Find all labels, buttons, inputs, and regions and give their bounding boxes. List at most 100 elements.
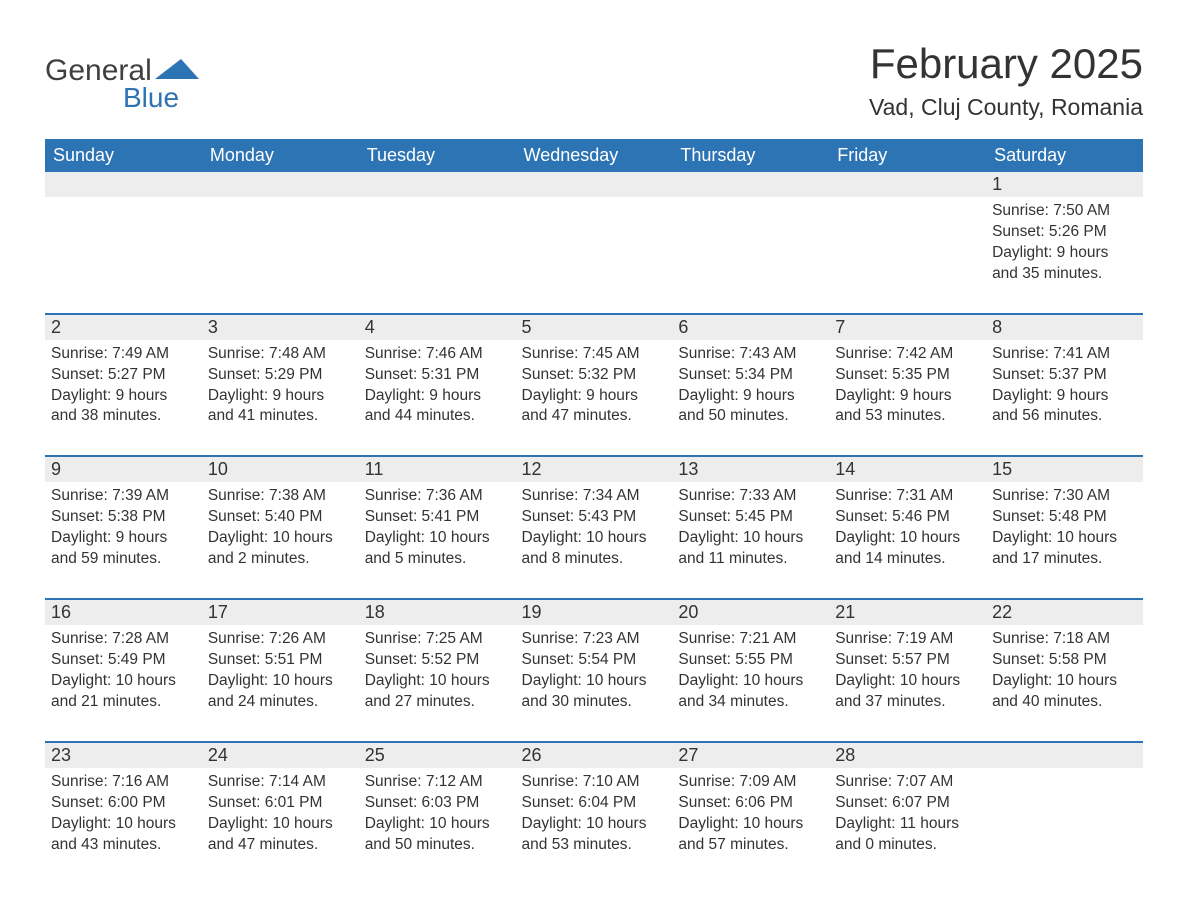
daylight-text-2: and 37 minutes. — [835, 692, 980, 713]
sunrise-text: Sunrise: 7:07 AM — [835, 772, 980, 793]
sunset-text: Sunset: 5:52 PM — [365, 650, 510, 671]
day-detail-cell: Sunrise: 7:30 AMSunset: 5:48 PMDaylight:… — [986, 482, 1143, 599]
day-number-cell: 2 — [45, 314, 202, 340]
daylight-text-2: and 53 minutes. — [522, 835, 667, 856]
daylight-text-1: Daylight: 10 hours — [51, 671, 196, 692]
sunset-text: Sunset: 5:37 PM — [992, 365, 1137, 386]
sunrise-text: Sunrise: 7:19 AM — [835, 629, 980, 650]
sunset-text: Sunset: 5:41 PM — [365, 507, 510, 528]
daylight-text-1: Daylight: 10 hours — [51, 814, 196, 835]
day-number-cell: 11 — [359, 456, 516, 482]
sunrise-text: Sunrise: 7:34 AM — [522, 486, 667, 507]
daylight-text-1: Daylight: 9 hours — [208, 386, 353, 407]
daylight-text-2: and 30 minutes. — [522, 692, 667, 713]
sunset-text: Sunset: 6:01 PM — [208, 793, 353, 814]
daylight-text-2: and 43 minutes. — [51, 835, 196, 856]
daylight-text-2: and 38 minutes. — [51, 406, 196, 427]
day-number-cell: 27 — [672, 742, 829, 768]
sunset-text: Sunset: 5:34 PM — [678, 365, 823, 386]
sunset-text: Sunset: 5:49 PM — [51, 650, 196, 671]
day-number-cell: 17 — [202, 599, 359, 625]
day-number-cell: 18 — [359, 599, 516, 625]
day-number-cell: 7 — [829, 314, 986, 340]
day-number-cell: 23 — [45, 742, 202, 768]
calendar-table: Sunday Monday Tuesday Wednesday Thursday… — [45, 139, 1143, 883]
sunset-text: Sunset: 6:04 PM — [522, 793, 667, 814]
day-number-cell: 5 — [516, 314, 673, 340]
day-number-cell — [829, 172, 986, 197]
logo-sail-icon — [155, 59, 199, 79]
day-number-cell: 25 — [359, 742, 516, 768]
daylight-text-2: and 24 minutes. — [208, 692, 353, 713]
day-detail-cell: Sunrise: 7:14 AMSunset: 6:01 PMDaylight:… — [202, 768, 359, 884]
daynum-row: 2345678 — [45, 314, 1143, 340]
detail-row: Sunrise: 7:16 AMSunset: 6:00 PMDaylight:… — [45, 768, 1143, 884]
daylight-text-1: Daylight: 9 hours — [992, 386, 1137, 407]
sunrise-text: Sunrise: 7:48 AM — [208, 344, 353, 365]
day-number-cell: 14 — [829, 456, 986, 482]
day-detail-cell: Sunrise: 7:43 AMSunset: 5:34 PMDaylight:… — [672, 340, 829, 457]
day-number-cell: 20 — [672, 599, 829, 625]
sunrise-text: Sunrise: 7:23 AM — [522, 629, 667, 650]
detail-row: Sunrise: 7:49 AMSunset: 5:27 PMDaylight:… — [45, 340, 1143, 457]
sunrise-text: Sunrise: 7:45 AM — [522, 344, 667, 365]
daylight-text-1: Daylight: 9 hours — [835, 386, 980, 407]
month-title: February 2025 — [869, 40, 1143, 88]
day-detail-cell: Sunrise: 7:21 AMSunset: 5:55 PMDaylight:… — [672, 625, 829, 742]
daylight-text-2: and 27 minutes. — [365, 692, 510, 713]
sunrise-text: Sunrise: 7:38 AM — [208, 486, 353, 507]
sunrise-text: Sunrise: 7:25 AM — [365, 629, 510, 650]
day-number-cell: 22 — [986, 599, 1143, 625]
sunrise-text: Sunrise: 7:41 AM — [992, 344, 1137, 365]
sunset-text: Sunset: 5:55 PM — [678, 650, 823, 671]
day-detail-cell: Sunrise: 7:12 AMSunset: 6:03 PMDaylight:… — [359, 768, 516, 884]
daylight-text-1: Daylight: 9 hours — [365, 386, 510, 407]
sunrise-text: Sunrise: 7:14 AM — [208, 772, 353, 793]
day-header-saturday: Saturday — [986, 139, 1143, 172]
daylight-text-1: Daylight: 10 hours — [365, 528, 510, 549]
daylight-text-1: Daylight: 10 hours — [522, 528, 667, 549]
day-detail-cell — [672, 197, 829, 314]
daylight-text-1: Daylight: 10 hours — [678, 671, 823, 692]
daylight-text-2: and 50 minutes. — [678, 406, 823, 427]
day-number-cell — [45, 172, 202, 197]
day-detail-cell: Sunrise: 7:07 AMSunset: 6:07 PMDaylight:… — [829, 768, 986, 884]
day-detail-cell — [45, 197, 202, 314]
daylight-text-2: and 2 minutes. — [208, 549, 353, 570]
day-header-monday: Monday — [202, 139, 359, 172]
sunrise-text: Sunrise: 7:12 AM — [365, 772, 510, 793]
day-detail-cell: Sunrise: 7:19 AMSunset: 5:57 PMDaylight:… — [829, 625, 986, 742]
day-detail-cell — [516, 197, 673, 314]
daylight-text-1: Daylight: 10 hours — [208, 671, 353, 692]
daylight-text-1: Daylight: 10 hours — [678, 814, 823, 835]
day-number-cell: 21 — [829, 599, 986, 625]
title-block: February 2025 Vad, Cluj County, Romania — [869, 40, 1143, 121]
location: Vad, Cluj County, Romania — [869, 94, 1143, 121]
sunset-text: Sunset: 5:43 PM — [522, 507, 667, 528]
day-number-cell — [986, 742, 1143, 768]
daylight-text-2: and 41 minutes. — [208, 406, 353, 427]
day-number-cell — [672, 172, 829, 197]
sunset-text: Sunset: 5:48 PM — [992, 507, 1137, 528]
day-number-cell: 15 — [986, 456, 1143, 482]
day-detail-cell — [986, 768, 1143, 884]
sunrise-text: Sunrise: 7:26 AM — [208, 629, 353, 650]
day-number-cell: 9 — [45, 456, 202, 482]
day-detail-cell: Sunrise: 7:39 AMSunset: 5:38 PMDaylight:… — [45, 482, 202, 599]
daynum-row: 16171819202122 — [45, 599, 1143, 625]
day-detail-cell: Sunrise: 7:49 AMSunset: 5:27 PMDaylight:… — [45, 340, 202, 457]
logo: General Blue — [45, 40, 199, 114]
daylight-text-1: Daylight: 10 hours — [365, 671, 510, 692]
daylight-text-2: and 57 minutes. — [678, 835, 823, 856]
sunset-text: Sunset: 5:45 PM — [678, 507, 823, 528]
sunset-text: Sunset: 5:29 PM — [208, 365, 353, 386]
day-detail-cell: Sunrise: 7:26 AMSunset: 5:51 PMDaylight:… — [202, 625, 359, 742]
sunrise-text: Sunrise: 7:50 AM — [992, 201, 1137, 222]
daylight-text-2: and 53 minutes. — [835, 406, 980, 427]
day-detail-cell: Sunrise: 7:38 AMSunset: 5:40 PMDaylight:… — [202, 482, 359, 599]
day-detail-cell: Sunrise: 7:45 AMSunset: 5:32 PMDaylight:… — [516, 340, 673, 457]
sunset-text: Sunset: 5:46 PM — [835, 507, 980, 528]
day-header-wednesday: Wednesday — [516, 139, 673, 172]
daylight-text-1: Daylight: 9 hours — [51, 528, 196, 549]
daylight-text-1: Daylight: 10 hours — [992, 671, 1137, 692]
